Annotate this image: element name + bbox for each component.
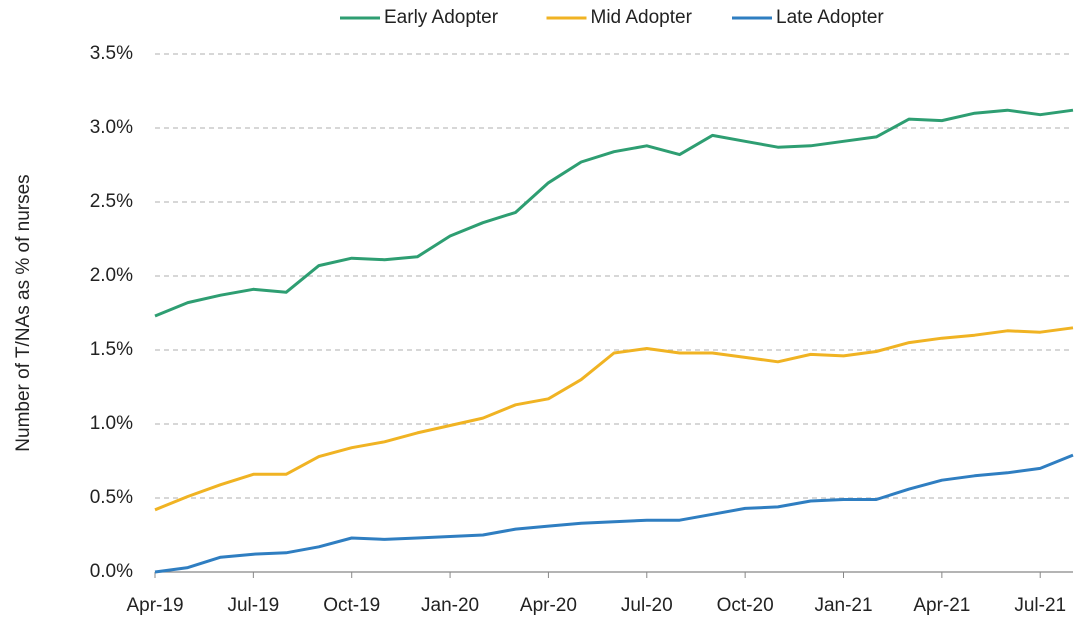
x-tick-label: Oct-20 (717, 595, 774, 616)
y-tick-label: 1.0% (90, 413, 133, 434)
x-tick-label: Jul-19 (227, 595, 279, 616)
y-tick-label: 1.5% (90, 339, 133, 360)
line-series (154, 453, 1074, 574)
y-tick-label: 3.5% (90, 43, 133, 64)
x-tick-label: Apr-19 (126, 595, 183, 616)
legend-label: Mid Adopter (591, 7, 693, 28)
x-tick-label: Jul-21 (1014, 595, 1066, 616)
y-axis-label: Number of T/NAs as % of nurses (13, 174, 34, 451)
y-tick-label: 0.0% (90, 561, 133, 582)
line-series (154, 108, 1074, 318)
x-tick-label: Jan-21 (814, 595, 872, 616)
y-tick-label: 2.0% (90, 265, 133, 286)
y-tick-label: 0.5% (90, 487, 133, 508)
x-tick-label: Jul-20 (621, 595, 673, 616)
x-tick-label: Oct-19 (323, 595, 380, 616)
x-tick-label: Apr-20 (520, 595, 577, 616)
x-tick-label: Jan-20 (421, 595, 479, 616)
legend-label: Late Adopter (776, 7, 884, 28)
y-tick-label: 3.0% (90, 117, 133, 138)
legend-label: Early Adopter (384, 7, 499, 28)
x-tick-label: Apr-21 (913, 595, 970, 616)
line-series (154, 326, 1074, 512)
y-tick-label: 2.5% (90, 191, 133, 212)
